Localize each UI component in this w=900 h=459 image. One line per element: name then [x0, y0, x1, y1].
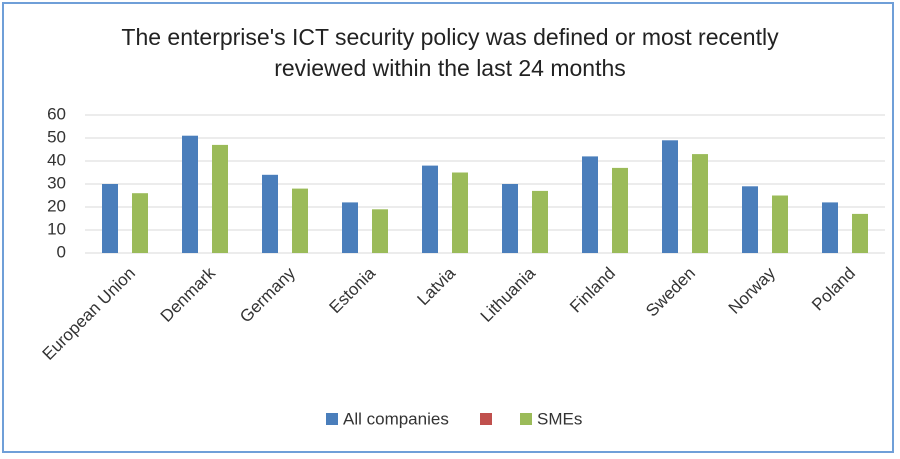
y-tick-label: 50: [47, 127, 66, 146]
frame: [2, 2, 894, 453]
bar: [692, 154, 708, 253]
bar: [742, 186, 758, 253]
bar: [102, 184, 118, 253]
bar: [502, 184, 518, 253]
bar: [612, 167, 628, 253]
legend-swatch: [326, 413, 338, 425]
bar: [292, 188, 308, 253]
bar: [822, 202, 838, 253]
y-tick-label: 20: [47, 196, 66, 215]
bar: [532, 190, 548, 253]
x-tick-label: Estonia: [325, 263, 379, 317]
bar: [372, 209, 388, 253]
bar: [262, 174, 278, 253]
bar: [582, 156, 598, 253]
bar: [452, 172, 468, 253]
x-tick-label: Latvia: [413, 263, 459, 309]
x-tick-label: European Union: [39, 264, 139, 364]
bar: [772, 195, 788, 253]
bar: [662, 140, 678, 253]
bar: [212, 144, 228, 253]
chart-title: The enterprise's ICT security policy was…: [121, 24, 779, 81]
bar: [342, 202, 358, 253]
bar: [852, 213, 868, 253]
x-tick-label: Norway: [725, 263, 780, 318]
y-tick-label: 40: [47, 150, 66, 169]
legend-label: All companies: [343, 409, 449, 428]
x-tick-label: Poland: [808, 264, 859, 315]
y-tick-label: 10: [47, 219, 66, 238]
y-tick-label: 0: [57, 242, 66, 261]
x-tick-label: Lithuania: [477, 263, 540, 326]
y-tick-label: 60: [47, 104, 66, 123]
x-tick-label: Denmark: [157, 263, 220, 326]
x-tick-label: Sweden: [642, 264, 699, 321]
x-tick-label: Finland: [566, 264, 619, 317]
bar: [182, 135, 198, 253]
legend-swatch: [520, 413, 532, 425]
legend-label: SMEs: [537, 409, 582, 428]
legend-swatch: [480, 413, 492, 425]
bar: [422, 165, 438, 253]
y-tick-label: 30: [47, 173, 66, 192]
x-tick-label: Germany: [236, 263, 299, 326]
bar: [132, 193, 148, 253]
